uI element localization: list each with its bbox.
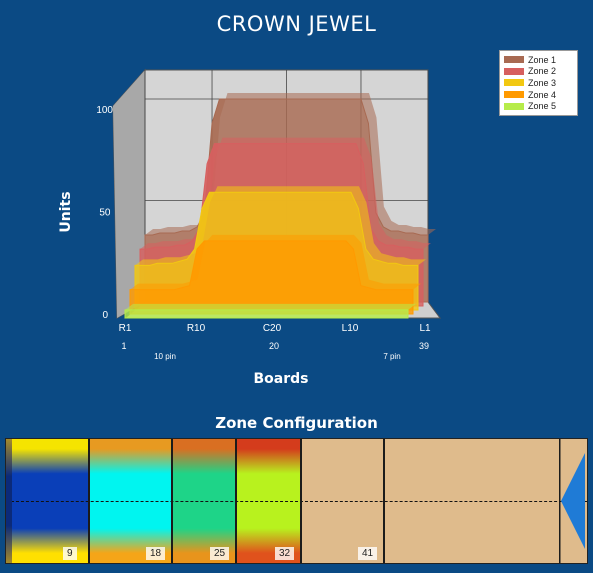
- x-board-number: 20: [269, 341, 279, 351]
- lane-chart-3d: 0 50 100 Units R1 R10 C20 L10 L1 1 20 39 10 pin 7 pin…: [58, 68, 441, 387]
- zone-divider: [171, 439, 173, 563]
- left-wall-face: [113, 70, 145, 318]
- x-axis-label: Boards: [254, 371, 309, 387]
- zone-divider: [88, 439, 90, 563]
- zone-label: 41: [358, 547, 378, 560]
- x-pin-label: 10 pin: [154, 352, 176, 361]
- legend-swatch: [504, 67, 524, 75]
- x-tick-label: L10: [342, 323, 359, 334]
- zone-label: 9: [63, 547, 77, 560]
- y-axis-label: Units: [58, 191, 74, 232]
- legend-item: Zone 1: [504, 54, 573, 66]
- zone-divider: [235, 439, 237, 563]
- zone-divider: [300, 439, 302, 563]
- zone-label: 32: [275, 547, 295, 560]
- x-board-number: 1: [121, 341, 126, 351]
- lane-gutter: [6, 439, 12, 563]
- series-area-5: [124, 309, 409, 319]
- x-board-number: 39: [419, 341, 429, 351]
- chart-series: [124, 93, 436, 319]
- x-tick-label: C20: [263, 323, 282, 334]
- legend-label: Zone 1: [528, 54, 557, 65]
- series-top-5: [125, 303, 416, 310]
- zone-label: 18: [146, 547, 166, 560]
- legend-label: Zone 4: [528, 89, 557, 100]
- x-tick-label: R1: [119, 323, 132, 334]
- legend-swatch: [504, 56, 524, 64]
- series-area-4: [129, 240, 414, 315]
- pin-deck-arrow-icon: [559, 439, 585, 563]
- legend-swatch: [504, 102, 524, 110]
- legend-swatch: [504, 79, 524, 87]
- legend-item: Zone 3: [504, 77, 573, 89]
- legend-item: Zone 2: [504, 66, 573, 78]
- chart-axes: 0 50 100 Units R1 R10 C20 L10 L1 1 20 39 10 pin 7 pin…: [58, 105, 431, 387]
- zone-config-title: Zone Configuration: [215, 414, 378, 432]
- y-tick-label: 100: [96, 105, 113, 116]
- legend-label: Zone 5: [528, 101, 557, 112]
- lane-center-line: [6, 501, 587, 502]
- zone-label: 25: [210, 547, 230, 560]
- x-tick-label: L1: [419, 323, 431, 334]
- chart-title: CROWN JEWEL: [216, 12, 377, 36]
- y-tick-label: 0: [102, 310, 108, 321]
- x-tick-label: R10: [187, 323, 206, 334]
- legend-label: Zone 3: [528, 77, 557, 88]
- chart-legend: Zone 1 Zone 2 Zone 3 Zone 4 Zone 5: [499, 50, 578, 116]
- legend-label: Zone 2: [528, 66, 557, 77]
- legend-swatch: [504, 91, 524, 99]
- legend-item: Zone 4: [504, 89, 573, 101]
- legend-item: Zone 5: [504, 100, 573, 112]
- zone-divider: [383, 439, 385, 563]
- lane-zone-diagram: 9 18 25 32 41: [5, 438, 588, 564]
- y-tick-label: 50: [99, 208, 111, 219]
- x-pin-label: 7 pin: [383, 352, 400, 361]
